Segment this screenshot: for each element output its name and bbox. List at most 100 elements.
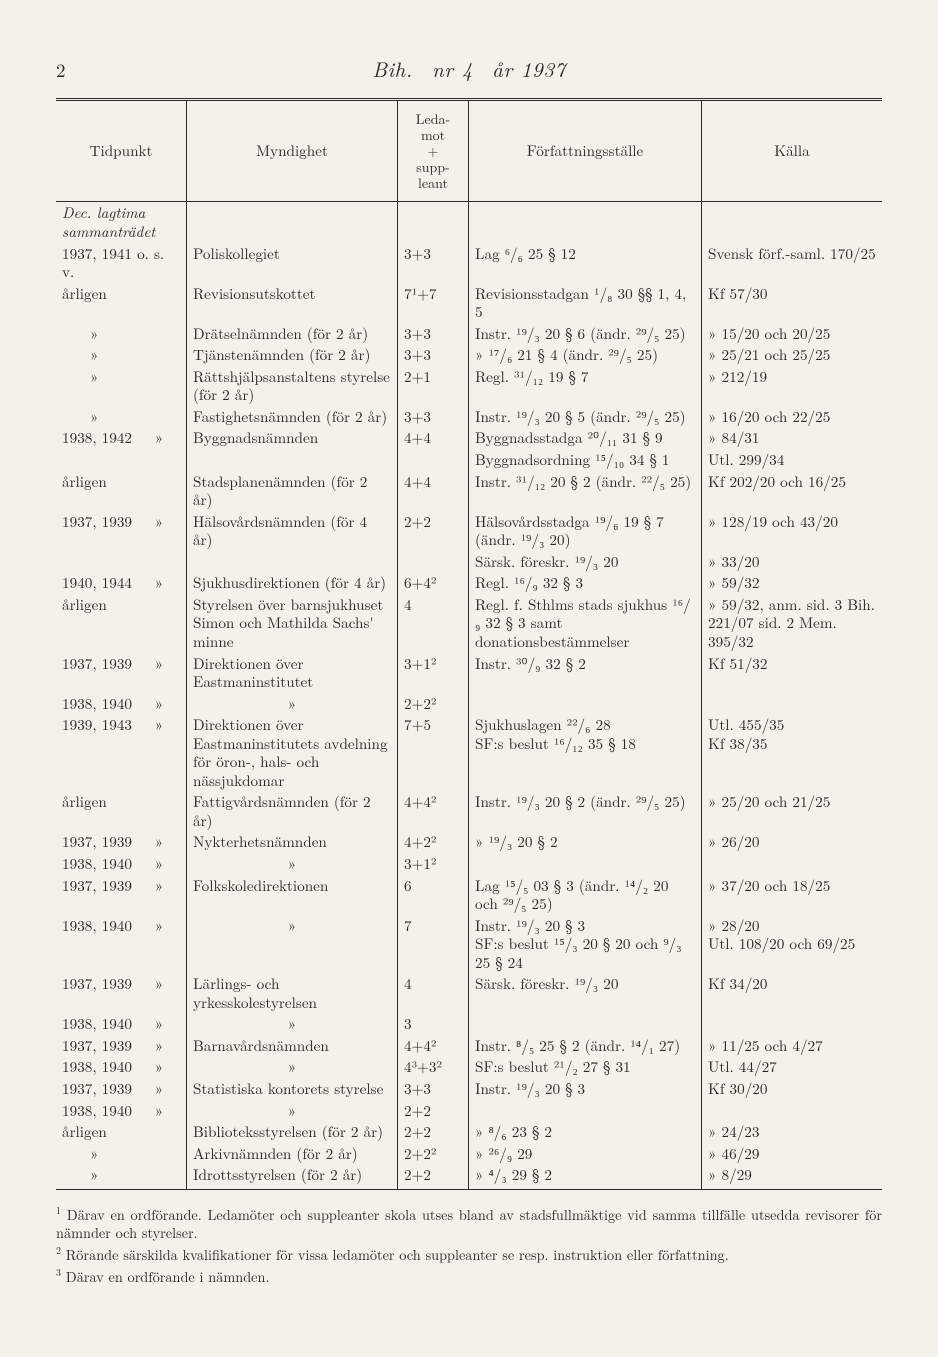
cell-tidpunkt: årligen (56, 594, 187, 653)
cell-myndighet: Barnavårdsnämnden (187, 1035, 398, 1057)
cell-myndighet (187, 551, 398, 573)
cell-tidpunkt: 1937, 1939 » (56, 653, 187, 693)
cell-forfattning: Revisionsstadgan ¹/₈ 30 §§ 1, 4, 5 (469, 283, 702, 323)
cell-myndighet: Statistiska kontorets styrelse (187, 1078, 398, 1100)
cell-myndighet: Biblioteksstyrelsen (för 2 år) (187, 1121, 398, 1143)
cell-ledamot: 2+1 (398, 366, 469, 406)
cell-myndighet: Styrelsen över barnsjukhuset Simon och M… (187, 594, 398, 653)
cell-kalla: » 24/23 (702, 1121, 883, 1143)
cell-forfattning: Sjukhuslagen ²²/₆ 28SF:s beslut ¹⁶/₁₂ 35… (469, 714, 702, 791)
table-row: 1937, 1939 »Folkskoledirektionen6Lag ¹⁵/… (56, 875, 882, 915)
table-head: Tidpunkt Myndighet Leda-mot+supp-leant F… (56, 100, 882, 202)
cell-ledamot: 2+2 (398, 1100, 469, 1122)
cell-forfattning: Instr. ¹⁹/₃ 20 § 2 (ändr. ²⁹/₅ 25) (469, 791, 702, 831)
cell-tidpunkt: 1938, 1940 » (56, 1013, 187, 1035)
cell-forfattning: Regl. f. Sthlms stads sjukhus ¹⁶/₉ 32 § … (469, 594, 702, 653)
cell-ledamot: 2+2 (398, 1164, 469, 1186)
cell-forfattning: Instr. ³¹/₁₂ 20 § 2 (ändr. ²²/₅ 25) (469, 471, 702, 511)
cell-myndighet: Fattigvårdsnämnden (för 2 år) (187, 791, 398, 831)
cell-tidpunkt: » (56, 366, 187, 406)
footnote-3: 3 Därav en ordförande i nämnden. (56, 1266, 882, 1286)
cell-myndighet: Drätselnämnden (för 2 år) (187, 323, 398, 345)
cell-forfattning: Regl. ¹⁶/₉ 32 § 3 (469, 572, 702, 594)
cell-tidpunkt: » (56, 1164, 187, 1186)
cell-ledamot: 3+3 (398, 243, 469, 283)
table-row: 1937, 1939 »Nykterhetsnämnden4+2²» ¹⁹/₃ … (56, 831, 882, 853)
cell-myndighet: Arkivnämnden (för 2 år) (187, 1143, 398, 1165)
col-header-kalla: Källa (702, 100, 883, 202)
cell-tidpunkt: årligen (56, 791, 187, 831)
cell-tidpunkt: 1937, 1939 » (56, 875, 187, 915)
cell-forfattning (469, 693, 702, 715)
cell-myndighet: Direktionen över Eastmaninstitutets avde… (187, 714, 398, 791)
col-header-forfattning: Författningsställe (469, 100, 702, 202)
table-row: 1939, 1943 »Direktionen över Eastmaninst… (56, 714, 882, 791)
cell-kalla: Utl. 299/34 (702, 449, 883, 471)
table-row: »Tjänstenämnden (för 2 år)3+3» ¹⁷/₆ 21 §… (56, 344, 882, 366)
cell-ledamot (398, 449, 469, 471)
cell-forfattning (469, 1013, 702, 1035)
cell-ledamot: 2+2² (398, 1143, 469, 1165)
cell-ledamot: 3+3 (398, 1078, 469, 1100)
cell-myndighet: » (187, 1056, 398, 1078)
table-row: 1940, 1944 »Sjukhusdirektionen (för 4 år… (56, 572, 882, 594)
table-row: årligenFattigvårdsnämnden (för 2 år)4+4²… (56, 791, 882, 831)
cell-tidpunkt: 1937, 1941 o. s. v. (56, 243, 187, 283)
cell-forfattning: Byggnadsstadga ²⁰/₁₁ 31 § 9 (469, 427, 702, 449)
cell-kalla: » 59/32 (702, 572, 883, 594)
cell-ledamot: 2+2 (398, 511, 469, 551)
cell-myndighet: Hälsovårdsnämnden (för 4 år) (187, 511, 398, 551)
running-title-prefix: Bih. (372, 54, 412, 84)
table-row: Byggnadsordning ¹⁵/₁₀ 34 § 1Utl. 299/34 (56, 449, 882, 471)
table-row: Särsk. föreskr. ¹⁹/₃ 20» 33/20 (56, 551, 882, 573)
cell-ledamot: 6+4² (398, 572, 469, 594)
footnotes: 1 Därav en ordförande. Ledamöter och sup… (56, 1204, 882, 1286)
table-row: 1937, 1939 »Lärlings- och yrkesskolestyr… (56, 973, 882, 1013)
cell-kalla (702, 1013, 883, 1035)
cell-forfattning (469, 853, 702, 875)
cell-myndighet: Byggnadsnämnden (187, 427, 398, 449)
cell-ledamot: 4 (398, 594, 469, 653)
cell-forfattning: Instr. ¹⁹/₃ 20 § 6 (ändr. ²⁹/₅ 25) (469, 323, 702, 345)
cell-kalla (702, 693, 883, 715)
cell-myndighet: » (187, 693, 398, 715)
cell-ledamot: 2+2² (398, 693, 469, 715)
table-row: årligenBiblioteksstyrelsen (för 2 år)2+2… (56, 1121, 882, 1143)
cell-forfattning: Hälsovårdsstadga ¹⁹/₆ 19 § 7 (ändr. ¹⁹/₃… (469, 511, 702, 551)
cell-myndighet: Direktionen över Eastmaninstitutet (187, 653, 398, 693)
table-row: 1938, 1940 »»4³+3²SF:s beslut ²¹/₂ 27 § … (56, 1056, 882, 1078)
table-row: årligenStyrelsen över barnsjukhuset Simo… (56, 594, 882, 653)
cell-forfattning: Lag ¹⁵/₅ 03 § 3 (ändr. ¹⁴/₂ 20 och ²⁹/₅ … (469, 875, 702, 915)
table-row: 1937, 1939 »Statistiska kontorets styrel… (56, 1078, 882, 1100)
cell-ledamot: 4+4 (398, 471, 469, 511)
cell-kalla: Kf 51/32 (702, 653, 883, 693)
cell-kalla: Kf 57/30 (702, 283, 883, 323)
cell-kalla: » 15/20 och 20/25 (702, 323, 883, 345)
cell-kalla: » 28/20Utl. 108/20 och 69/25 (702, 915, 883, 974)
cell-forfattning: Byggnadsordning ¹⁵/₁₀ 34 § 1 (469, 449, 702, 471)
cell-myndighet (187, 449, 398, 471)
table-row: 1937, 1939 »Barnavårdsnämnden4+4²Instr. … (56, 1035, 882, 1057)
cell-ledamot: 3+3 (398, 406, 469, 428)
cell-forfattning: Särsk. föreskr. ¹⁹/₃ 20 (469, 973, 702, 1013)
cell-tidpunkt: 1937, 1939 » (56, 831, 187, 853)
page-number: 2 (56, 56, 96, 83)
footnote-2: 2 Rörande särskilda kvalifikationer för … (56, 1244, 882, 1264)
cell-forfattning: » ²⁶/₉ 29 (469, 1143, 702, 1165)
cell-forfattning: Instr. ⁸/₅ 25 § 2 (ändr. ¹⁴/₁ 27) (469, 1035, 702, 1057)
cell-kalla: » 16/20 och 22/25 (702, 406, 883, 428)
cell-tidpunkt: 1938, 1940 » (56, 915, 187, 974)
table-row: årligenRevisionsutskottet7¹+7Revisionsst… (56, 283, 882, 323)
cell-myndighet: Revisionsutskottet (187, 283, 398, 323)
cell-myndighet: Folkskoledirektionen (187, 875, 398, 915)
page-header: 2 Bih. nr 4 år 1937 (56, 54, 882, 84)
cell-kalla: » 128/19 och 43/20 (702, 511, 883, 551)
cell-forfattning (469, 1100, 702, 1122)
cell-forfattning: Instr. ³⁰/₉ 32 § 2 (469, 653, 702, 693)
cell-kalla: » 212/19 (702, 366, 883, 406)
cell-forfattning: Instr. ¹⁹/₃ 20 § 5 (ändr. ²⁹/₅ 25) (469, 406, 702, 428)
cell-tidpunkt: 1938, 1940 » (56, 693, 187, 715)
col-header-tidpunkt: Tidpunkt (56, 100, 187, 202)
cell-ledamot: 3+3 (398, 344, 469, 366)
table-row: »Rättshjälpsanstaltens styrelse (för 2 å… (56, 366, 882, 406)
